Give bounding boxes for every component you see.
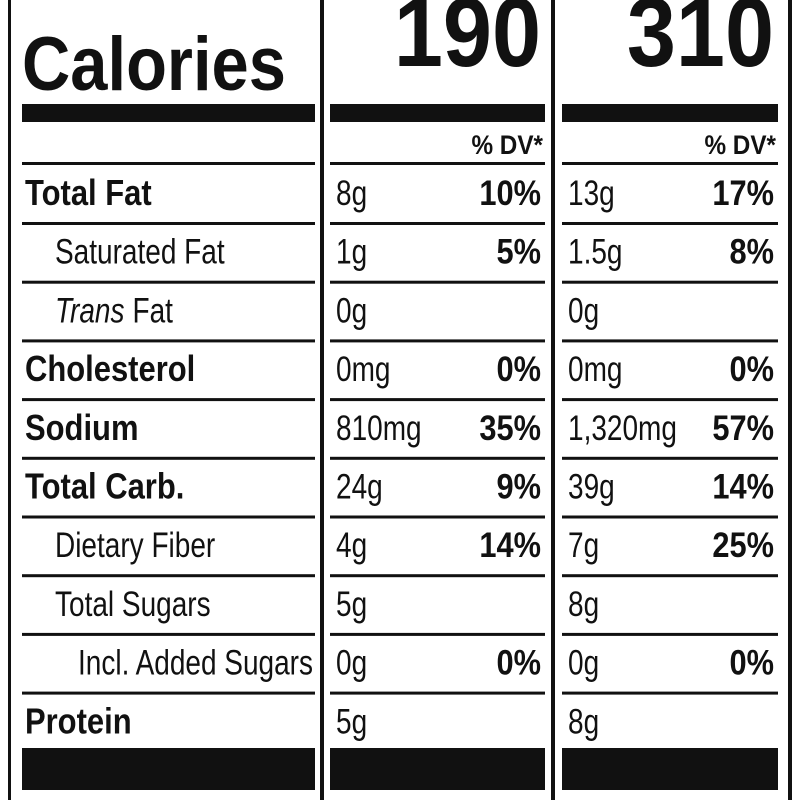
rule [22,574,315,578]
daily-value: 35% [479,408,541,447]
daily-value: 0% [729,643,774,682]
thick-rule [330,748,545,790]
thick-rule [22,104,315,122]
rule [22,222,315,225]
daily-value: 14% [712,467,774,506]
amount: 5g [336,584,367,624]
nutrient-label: Total Fat [25,174,152,214]
rule [22,632,315,636]
divider [551,0,555,800]
amount: 39g [568,466,615,506]
rule [562,162,778,165]
daily-value: 0% [496,643,541,682]
daily-value: 10% [479,173,541,212]
rule [562,691,778,695]
rule [562,632,778,636]
rule [22,339,315,343]
thick-rule [562,748,778,790]
amount: 0mg [568,349,622,389]
amount: 8g [568,584,599,624]
amount: 5g [336,701,367,741]
rule [562,280,778,284]
divider [788,0,792,800]
calories-value: 190 [394,0,541,87]
rule [330,162,545,165]
amount: 0g [568,643,599,683]
rule [330,632,545,636]
amount: 4g [336,525,367,565]
daily-value: 57% [712,408,774,447]
rule [22,280,315,284]
sub-nutrient-label: Trans Fat [55,290,173,330]
nutrient-label: Sodium [25,409,138,449]
amount: 0g [568,290,599,330]
label-italic: Trans [55,290,125,330]
sub-nutrient-label: Saturated Fat [55,232,225,272]
thick-rule [562,104,778,122]
thick-rule [22,748,315,790]
nutrient-label: Protein [25,702,132,742]
rule [562,398,778,402]
amount: 0g [336,643,367,683]
rule [22,398,315,402]
daily-value: 25% [712,525,774,564]
rule [330,515,545,519]
amount: 13g [568,173,615,213]
amount: 1,320mg [568,408,677,448]
daily-value: 0% [496,349,541,388]
rule [562,339,778,343]
rule [330,691,545,695]
rule [330,574,545,578]
amount: 24g [336,466,383,506]
amount: 0g [336,290,367,330]
dv-header: % DV* [471,131,543,160]
amount: 810mg [336,408,422,448]
divider [320,0,324,800]
sub-nutrient-label: Total Sugars [55,584,211,624]
amount: 8g [568,701,599,741]
amount: 8g [336,173,367,213]
rule [562,515,778,519]
nutrient-label: Cholesterol [25,350,195,390]
thick-rule [330,104,545,122]
amount: 1.5g [568,232,622,272]
daily-value: 8% [729,232,774,271]
calories-value: 310 [627,0,774,87]
rule [22,162,315,165]
sub-nutrient-label: Dietary Fiber [55,525,216,565]
rule [22,456,315,460]
amount: 7g [568,525,599,565]
daily-value: 17% [712,173,774,212]
rule [562,574,778,578]
nutrient-label: Total Carb. [25,467,184,507]
calories-label: Calories [22,22,286,107]
sub-nutrient-label: Incl. Added Sugars [78,643,313,683]
rule [22,691,315,695]
daily-value: 14% [479,525,541,564]
rule [330,222,545,225]
label-text: Fat [132,290,173,330]
rule [562,222,778,225]
rule [562,456,778,460]
rule [330,280,545,284]
dv-header: % DV* [704,131,776,160]
rule [22,515,315,519]
rule [330,456,545,460]
border-left [8,0,11,800]
daily-value: 0% [729,349,774,388]
amount: 0mg [336,349,390,389]
rule [330,339,545,343]
rule [330,398,545,402]
daily-value: 9% [496,467,541,506]
daily-value: 5% [496,232,541,271]
amount: 1g [336,232,367,272]
